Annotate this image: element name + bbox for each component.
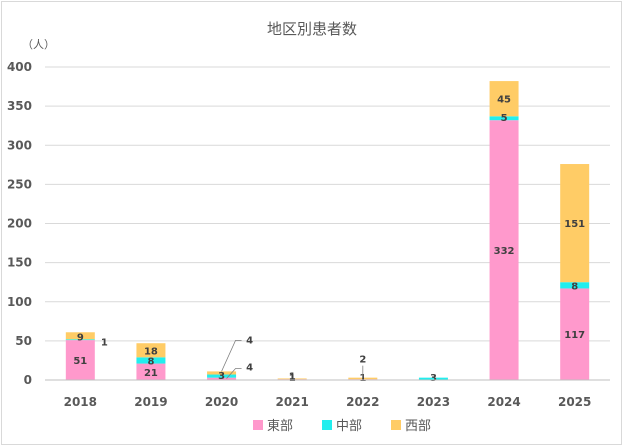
bar-segment: [489, 120, 519, 381]
data-label: 1: [101, 337, 108, 348]
data-label: 4: [246, 363, 253, 374]
y-tick-label: 400: [7, 60, 32, 74]
bar-segment: [65, 339, 95, 341]
x-tick-label: 2021: [275, 395, 308, 409]
bar-segment: [136, 343, 166, 358]
bar-segment: [560, 288, 590, 380]
bar-segment: [277, 378, 307, 380]
data-label: 5: [501, 113, 508, 124]
bar-segment: [560, 164, 590, 283]
data-label: 1: [289, 373, 296, 384]
y-axis-unit-label: （人）: [22, 38, 55, 51]
x-tick-label: 2023: [417, 395, 450, 409]
bar-segment: [136, 357, 166, 364]
bar-segment: [348, 377, 378, 380]
y-tick-label: 0: [24, 373, 32, 387]
y-tick-label: 350: [7, 99, 32, 113]
bar-segment: [418, 377, 448, 380]
data-label: 1: [359, 373, 366, 384]
bar-segment: [65, 332, 95, 340]
legend-swatch: [322, 420, 332, 430]
bar-segment: [489, 81, 519, 117]
y-tick-label: 200: [7, 217, 32, 231]
x-tick-label: 2019: [134, 395, 167, 409]
bar-segment: [65, 340, 95, 380]
data-label: 8: [571, 281, 578, 292]
data-label: 21: [144, 368, 158, 379]
leader-line: [226, 368, 242, 379]
legend-swatch: [253, 420, 263, 430]
bar-segment: [207, 374, 237, 378]
data-label: 3: [218, 371, 225, 382]
data-label: 1: [289, 371, 296, 382]
axis-layer: 0 50 100 150 200 250 300 350 400 2018 2019 2020 2021…: [7, 60, 610, 409]
y-tick-label: 100: [7, 295, 32, 309]
x-tick-label: 2020: [205, 395, 238, 409]
bar-segment: [489, 116, 519, 121]
data-label: 3: [430, 373, 437, 384]
grid-layer: [45, 66, 610, 342]
leader-line: [221, 339, 242, 372]
data-label: 2: [359, 355, 366, 366]
x-tick-label: 2025: [558, 395, 591, 409]
chart-title: 地区別患者数: [267, 20, 357, 38]
data-label: 151: [564, 219, 585, 230]
bar-segment: [207, 371, 237, 375]
y-tick-label: 150: [7, 256, 32, 270]
legend-swatch: [391, 420, 401, 430]
x-tick-label: 2022: [346, 395, 379, 409]
bar-segment: [207, 377, 237, 380]
data-label: 18: [144, 346, 158, 357]
legend-label: 中部: [336, 419, 362, 434]
data-label: 8: [147, 357, 154, 368]
legend-label: 東部: [267, 418, 293, 434]
x-tick-label: 2024: [487, 395, 520, 409]
data-label: 9: [77, 332, 84, 343]
data-label: 4: [246, 335, 253, 346]
bar-segment: [560, 282, 590, 289]
data-label: 51: [73, 356, 87, 367]
bar-segment: [136, 363, 166, 380]
legend-label: 西部: [405, 419, 431, 434]
data-label: 117: [564, 330, 585, 341]
data-label: 45: [497, 95, 511, 106]
y-tick-label: 50: [15, 334, 32, 348]
x-tick-label: 2018: [64, 395, 97, 409]
bars-layer: [65, 81, 590, 381]
legend: 東部 中部 西部: [253, 418, 431, 434]
y-tick-label: 250: [7, 177, 32, 191]
y-tick-label: 300: [7, 138, 32, 152]
data-label: 332: [494, 246, 515, 257]
